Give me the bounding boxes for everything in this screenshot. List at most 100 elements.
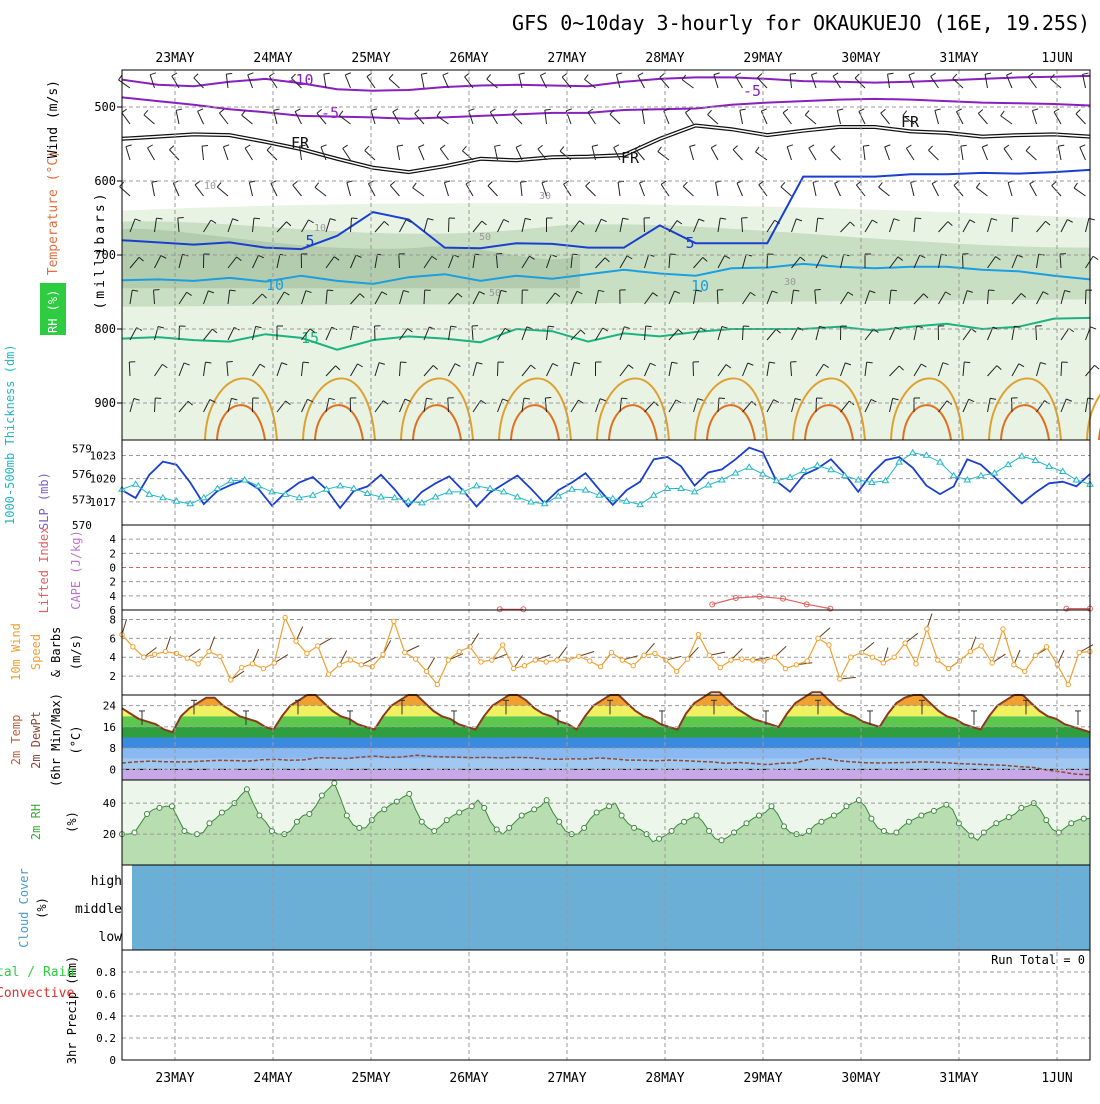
wind-speed-point <box>729 658 733 662</box>
wind-barb <box>837 110 840 124</box>
wind-barb-flag <box>815 290 821 291</box>
wind-barb-flag <box>863 145 869 146</box>
rh-point <box>482 805 487 810</box>
wind-barb-flag <box>440 145 445 149</box>
wind-barb-flag <box>495 145 501 146</box>
thickness-point <box>746 464 752 469</box>
rh-point <box>1006 815 1011 820</box>
wind-barb <box>490 112 497 124</box>
wind-barb-flag <box>512 110 516 114</box>
ylabel-cloud-units: (%) <box>35 897 49 919</box>
date-label-bottom: 29MAY <box>743 1071 782 1086</box>
wind-speed-point <box>772 655 776 659</box>
wind-barb <box>219 113 228 124</box>
temp-band <box>122 769 1090 780</box>
rh-point <box>707 829 712 834</box>
wind-speed-point <box>1001 627 1005 631</box>
wind-barb-flag <box>566 109 572 111</box>
wind-barb <box>683 186 693 196</box>
wind-speed-point <box>653 651 657 655</box>
date-label-top: 25MAY <box>351 51 390 66</box>
wind-barb-flag <box>219 109 224 113</box>
wind-barb-flag <box>560 147 564 152</box>
wind-barb <box>365 150 375 160</box>
wind-barb <box>176 110 179 124</box>
panel-frame-slp <box>122 440 1090 525</box>
wind-barb-flag <box>711 145 716 148</box>
wind-barb-flag <box>964 362 970 363</box>
cloud-level-label: low <box>99 930 123 945</box>
wind-barb-flag <box>683 182 687 186</box>
wind-speed-point <box>903 641 907 645</box>
wind-barb <box>976 188 987 196</box>
wind-barb <box>783 113 791 124</box>
wind-barb-flag <box>1076 110 1080 114</box>
wind-speed-point <box>838 677 842 681</box>
wind-barb <box>1080 147 1086 160</box>
ylabel-cape: CAPE (J/kg) <box>69 530 83 609</box>
date-label-bottom: 28MAY <box>645 1071 684 1086</box>
ylabel-wind: Wind (m/s) <box>46 80 61 158</box>
wind-barb-flag <box>954 181 959 185</box>
ylabel-thickness: 1000-500mb Thickness (dm) <box>3 344 17 525</box>
wind-speed-point <box>305 651 309 655</box>
wind-barb-flag <box>172 73 177 76</box>
ylabel-dewpt: 2m DewPt <box>29 711 43 769</box>
wind-barb <box>982 147 987 160</box>
rh-point <box>544 798 549 803</box>
wind-barb-flag <box>217 182 221 187</box>
rh-point <box>831 813 836 818</box>
wind-barb <box>202 146 203 160</box>
rh-point <box>519 813 524 818</box>
wind-barb <box>295 112 301 124</box>
date-label-top: 30MAY <box>841 51 880 66</box>
wind-speed-point <box>337 663 341 667</box>
wind-barb <box>588 112 596 124</box>
wind-barb <box>685 113 693 124</box>
wind-barb <box>932 184 938 196</box>
wind-speed-point <box>751 658 755 662</box>
wind-speed-point <box>925 627 929 631</box>
wind-speed-point <box>794 663 798 667</box>
wind-barb <box>1001 116 1012 124</box>
wind-barb <box>740 110 743 124</box>
wind-barb-flag <box>855 74 859 78</box>
wind-speed-point <box>359 663 363 667</box>
rh-point <box>994 821 999 826</box>
wind-barb <box>1004 149 1012 160</box>
wind-speed-point <box>479 660 483 664</box>
wind-barb <box>985 74 987 88</box>
ylabel-slp: SLP (mb) <box>37 472 51 530</box>
wind-speed-point <box>457 649 461 653</box>
ylabel-wind10m-speed: Speed <box>29 634 43 670</box>
wind-barb <box>122 113 130 124</box>
wind-speed-point <box>381 652 385 656</box>
y-tick-label: 1017 <box>90 496 117 509</box>
wind-barb <box>716 182 718 196</box>
wind-barb <box>835 183 841 196</box>
wind-barb <box>809 148 816 160</box>
wind-barb <box>708 115 718 124</box>
wind-barb <box>761 111 767 124</box>
wind-barb-flag <box>881 109 886 113</box>
wind-barb <box>444 183 448 196</box>
wind-barb <box>126 147 130 160</box>
date-label-bottom: 25MAY <box>351 1071 390 1086</box>
wind-barb <box>638 76 645 88</box>
wind-speed-point <box>816 636 820 640</box>
y-tick-label: 0 <box>109 763 116 776</box>
rh-point <box>632 825 637 830</box>
wind-barb-flag <box>321 145 327 147</box>
y-tick-label: 1023 <box>90 449 117 462</box>
wind-barb <box>413 188 424 196</box>
wind-barb-flag <box>295 109 300 112</box>
thickness-point <box>133 481 139 486</box>
wind-barb <box>195 185 203 196</box>
wind-barb <box>245 148 252 160</box>
wind-barb <box>223 147 228 160</box>
rh-point <box>532 807 537 812</box>
wind-speed-point <box>892 655 896 659</box>
date-label-top: 31MAY <box>939 51 978 66</box>
